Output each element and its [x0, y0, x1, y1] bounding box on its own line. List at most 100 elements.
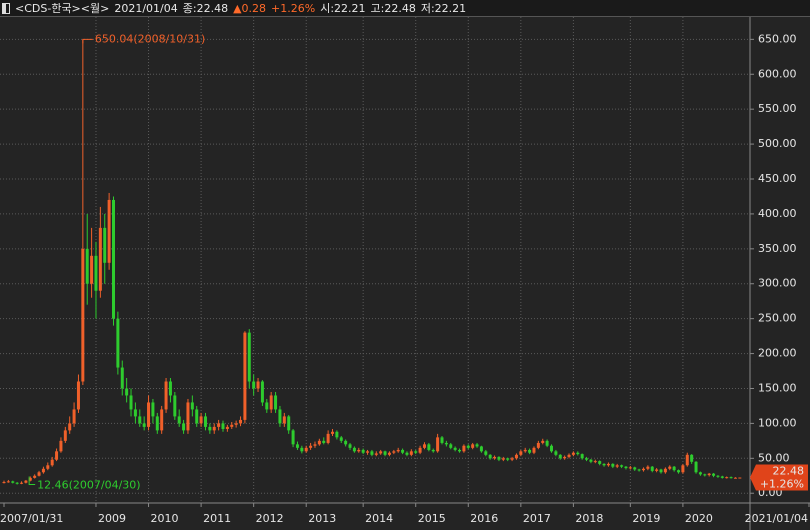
candle-body	[203, 416, 207, 427]
candle-body	[668, 466, 672, 469]
high: 고:22.48	[370, 2, 416, 15]
candle-body	[497, 456, 501, 460]
candle-body	[20, 482, 24, 484]
candle-body	[304, 447, 308, 452]
candle-body	[331, 431, 334, 434]
candle-body	[6, 481, 10, 483]
low-annotation: 12.46(2007/04/30)	[37, 479, 140, 492]
candle-body	[449, 444, 453, 448]
candle-body	[160, 409, 164, 431]
candle-body	[475, 444, 479, 447]
candle-body	[571, 452, 575, 455]
candle-body	[107, 199, 111, 263]
y-tick-label: 550.00	[758, 102, 797, 115]
change: ▲0.28	[233, 2, 267, 15]
candle-body	[655, 469, 659, 471]
candle-body	[436, 437, 440, 452]
candle-body	[484, 451, 488, 455]
candle-body	[300, 447, 304, 452]
candle-body	[374, 453, 378, 455]
candle-body	[177, 416, 181, 424]
candle-body	[510, 458, 514, 460]
candle-body	[488, 454, 492, 459]
candle-body	[81, 248, 85, 382]
candle-body	[164, 381, 168, 410]
candle-body	[41, 468, 45, 473]
x-tick-label: 2011	[203, 512, 231, 525]
candle-body	[694, 461, 698, 473]
candle-body	[133, 409, 137, 417]
candle-body	[247, 332, 251, 382]
candle-body	[287, 416, 291, 431]
candle-body	[409, 451, 413, 455]
candle-body	[98, 227, 102, 291]
candle-body	[230, 424, 234, 427]
candle-body	[589, 459, 593, 462]
candle-body	[550, 445, 553, 452]
candle-body	[633, 467, 637, 470]
candle-body	[11, 481, 15, 483]
candle-body	[646, 466, 650, 469]
x-tick-label: 2012	[256, 512, 284, 525]
candle-body	[532, 447, 536, 453]
candle-body	[379, 451, 383, 454]
candle-body	[685, 454, 689, 466]
candle-body	[444, 442, 448, 445]
candle-body	[46, 465, 50, 469]
candle-body	[681, 465, 685, 473]
candle-body	[405, 452, 409, 455]
candle-body	[387, 452, 391, 455]
candle-body	[698, 472, 702, 475]
x-tick-label: 2018	[575, 512, 603, 525]
change-pct: +1.26%	[271, 2, 316, 15]
candle-body	[567, 454, 571, 457]
candle-body	[628, 467, 632, 469]
candle-body	[418, 447, 422, 453]
candle-body	[317, 440, 321, 445]
candle-body	[33, 475, 37, 478]
candle-body	[690, 454, 694, 462]
candle-body	[278, 409, 282, 424]
candle-body	[322, 440, 326, 443]
candle-body	[155, 416, 159, 431]
candle-body	[427, 444, 431, 450]
candle-body	[269, 395, 273, 410]
date: 2021/01/04	[114, 2, 178, 15]
candle-body	[291, 430, 295, 445]
candle-body	[348, 444, 352, 448]
candle-body	[112, 199, 115, 319]
candle-body	[545, 440, 549, 446]
open: 시:22.21	[320, 2, 366, 15]
y-tick-label: 50.00	[758, 451, 790, 464]
candle-body	[598, 461, 602, 464]
candle-body	[339, 437, 343, 441]
price-tag-box	[750, 464, 808, 491]
candle-body	[431, 449, 435, 452]
candle-body	[142, 423, 146, 427]
candle-body	[116, 318, 120, 368]
header: <CDS-한국><월> 2021/01/04 종:22.48 ▲0.28 +1.…	[0, 0, 810, 17]
candle-body	[558, 454, 562, 459]
x-tick-label: 2021/01/04	[745, 512, 808, 525]
candle-body	[24, 480, 28, 483]
candle-body	[703, 474, 707, 476]
candle-body	[720, 476, 724, 478]
candle-body	[85, 248, 89, 284]
x-tick-label: 2017	[523, 512, 551, 525]
candle-body	[580, 454, 584, 459]
candle-body	[422, 444, 426, 448]
candle-body	[606, 463, 610, 466]
candle-body	[274, 395, 278, 410]
low-marker	[28, 476, 36, 486]
candle-body	[462, 445, 466, 452]
candle-body	[716, 475, 720, 477]
candle-body	[28, 477, 32, 481]
x-tick-label: 2016	[470, 512, 498, 525]
candle-body	[252, 381, 256, 389]
candle-body	[195, 409, 199, 424]
candle-body	[383, 451, 387, 455]
candle-body	[243, 332, 247, 420]
candle-body	[650, 466, 654, 471]
candle-body	[677, 470, 681, 473]
y-tick-label: 150.00	[758, 381, 797, 394]
